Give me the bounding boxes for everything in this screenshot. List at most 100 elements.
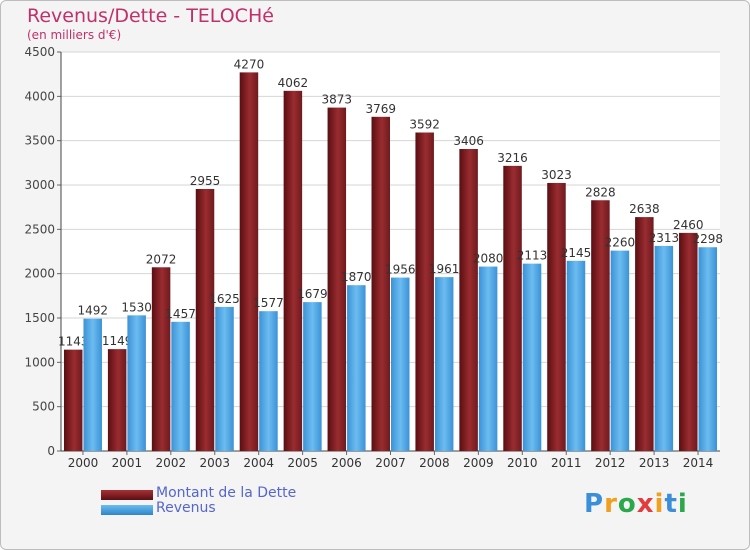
chart-title: Revenus/Dette - TELOCHé — [27, 5, 274, 27]
logo-letter: P — [584, 489, 605, 519]
x-tick-label: 2002 — [156, 456, 187, 470]
x-tick-label: 2005 — [287, 456, 318, 470]
data-label: 4270 — [234, 57, 265, 71]
bar-dette — [679, 232, 698, 451]
x-tick-label: 2011 — [551, 456, 582, 470]
logo-letter: i — [677, 489, 688, 519]
data-label: 1956 — [385, 263, 416, 277]
x-tick-label: 2009 — [463, 456, 494, 470]
bar-revenus — [391, 277, 410, 451]
data-label: 1961 — [429, 262, 460, 276]
bar-revenus — [171, 321, 190, 451]
bar-dette — [239, 72, 259, 451]
logo-letter: t — [664, 489, 678, 519]
data-label: 2260 — [605, 236, 636, 250]
data-label: 2460 — [673, 218, 704, 232]
data-label: 3216 — [497, 151, 528, 165]
data-label: 1577 — [253, 296, 284, 310]
bar-dette — [635, 217, 654, 451]
data-label: 2072 — [146, 252, 177, 266]
bar-dette — [459, 149, 478, 451]
data-label: 1679 — [297, 287, 328, 301]
bar-dette — [547, 182, 566, 451]
bar-revenus — [610, 250, 630, 451]
data-label: 3873 — [322, 93, 353, 107]
x-tick-label: 2007 — [375, 456, 406, 470]
data-label: 2113 — [517, 249, 548, 263]
data-label: 3769 — [365, 102, 396, 116]
data-label: 1530 — [121, 300, 152, 314]
y-tick-label: 3000 — [24, 178, 55, 192]
x-tick-label: 2000 — [68, 456, 99, 470]
y-tick-label: 4500 — [24, 45, 55, 59]
x-tick-label: 2008 — [419, 456, 450, 470]
data-label: 1457 — [165, 307, 196, 321]
bar-revenus — [522, 263, 542, 451]
data-label: 1492 — [77, 304, 108, 318]
y-tick-label: 1000 — [24, 355, 55, 369]
data-label: 1143 — [58, 335, 89, 349]
bar-revenus — [434, 277, 454, 451]
plot-area — [61, 52, 720, 451]
bar-dette — [283, 90, 303, 451]
x-tick-label: 2013 — [639, 456, 670, 470]
x-tick-label: 2012 — [595, 456, 626, 470]
y-tick-label: 3500 — [24, 134, 55, 148]
data-label: 1870 — [341, 270, 372, 284]
data-label: 2955 — [190, 174, 221, 188]
y-tick-label: 500 — [32, 400, 55, 414]
bar-dette — [63, 349, 83, 451]
bar-dette — [503, 165, 522, 451]
x-tick-label: 2004 — [243, 456, 274, 470]
x-tick-label: 2001 — [112, 456, 143, 470]
legend-label-dette: Montant de la Dette — [156, 485, 297, 501]
logo-letter: o — [617, 489, 637, 519]
bar-revenus — [83, 318, 102, 451]
bar-revenus — [566, 260, 586, 451]
bar-dette — [107, 349, 127, 451]
bar-dette — [195, 188, 215, 452]
bar-revenus — [215, 306, 234, 451]
y-tick-label: 0 — [47, 444, 55, 458]
y-tick-label: 2000 — [24, 267, 55, 281]
legend-swatch-revenus — [101, 505, 153, 515]
bar-revenus — [698, 247, 718, 451]
data-label: 3592 — [409, 118, 440, 132]
y-tick-label: 1500 — [24, 311, 55, 325]
bar-revenus — [303, 302, 322, 451]
logo-letter: r — [604, 489, 618, 519]
chart-subtitle: (en milliers d'€) — [27, 28, 122, 42]
data-label: 1625 — [209, 292, 240, 306]
data-label: 2828 — [585, 185, 616, 199]
data-label: 2145 — [561, 246, 592, 260]
bar-dette — [371, 116, 390, 451]
bar-revenus — [654, 245, 674, 451]
data-label: 2298 — [693, 232, 724, 246]
x-tick-label: 2014 — [683, 456, 714, 470]
bar-dette — [327, 107, 347, 452]
logo-letter: i — [654, 489, 665, 519]
x-tick-label: 2003 — [199, 456, 230, 470]
bar-revenus — [478, 266, 498, 451]
data-label: 3406 — [453, 134, 484, 148]
bar-dette — [415, 132, 434, 451]
data-label: 4062 — [278, 76, 309, 90]
legend-label-revenus: Revenus — [156, 500, 216, 516]
bar-revenus — [347, 285, 366, 451]
data-label: 3023 — [541, 168, 572, 182]
bar-revenus — [259, 311, 278, 451]
x-tick-label: 2006 — [331, 456, 362, 470]
bar-dette — [591, 200, 610, 451]
data-label: 2638 — [629, 202, 660, 216]
bar-revenus — [127, 315, 146, 451]
proxiti-logo: Proxiti — [584, 489, 688, 519]
y-tick-label: 4000 — [24, 89, 55, 103]
bar-dette — [151, 267, 171, 451]
y-tick-label: 2500 — [24, 222, 55, 236]
x-tick-label: 2010 — [507, 456, 538, 470]
data-label: 1149 — [102, 334, 133, 348]
data-label: 2313 — [649, 231, 680, 245]
legend-swatch-dette — [101, 490, 153, 500]
